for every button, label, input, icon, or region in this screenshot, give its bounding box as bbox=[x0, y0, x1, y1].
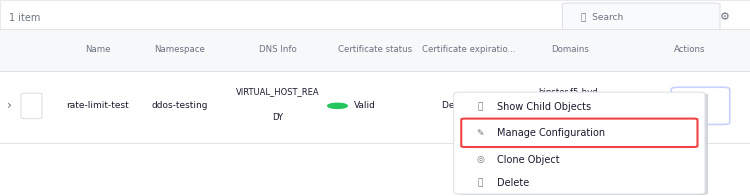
Text: DNS Info: DNS Info bbox=[259, 45, 296, 54]
Text: Name: Name bbox=[85, 45, 110, 54]
Text: Namespace: Namespace bbox=[154, 45, 206, 54]
Circle shape bbox=[328, 103, 347, 108]
Text: Domains: Domains bbox=[551, 45, 589, 54]
Text: ddos-testing: ddos-testing bbox=[152, 101, 208, 110]
Text: ···: ··· bbox=[693, 99, 708, 112]
Text: Delete: Delete bbox=[497, 178, 530, 188]
Text: Show Child Objects: Show Child Objects bbox=[497, 102, 591, 112]
Text: Manage Configuration: Manage Configuration bbox=[497, 128, 605, 138]
FancyBboxPatch shape bbox=[671, 87, 730, 124]
Text: Valid: Valid bbox=[354, 101, 376, 110]
Text: demo.com: demo.com bbox=[548, 113, 592, 122]
Text: hipstor.f5-hyd-: hipstor.f5-hyd- bbox=[538, 88, 602, 97]
FancyBboxPatch shape bbox=[0, 0, 750, 29]
Text: VIRTUAL_HOST_REA: VIRTUAL_HOST_REA bbox=[236, 88, 320, 97]
Text: ›: › bbox=[7, 99, 11, 112]
Text: 🗑: 🗑 bbox=[477, 179, 483, 188]
Text: rate-limit-test: rate-limit-test bbox=[66, 101, 129, 110]
Text: Certificate expiratio...: Certificate expiratio... bbox=[422, 45, 515, 54]
Text: Certificate status: Certificate status bbox=[338, 45, 412, 54]
FancyBboxPatch shape bbox=[562, 3, 720, 30]
FancyBboxPatch shape bbox=[454, 92, 705, 194]
Text: 🔍  Search: 🔍 Search bbox=[581, 12, 623, 21]
Text: Actions: Actions bbox=[674, 45, 706, 54]
FancyBboxPatch shape bbox=[21, 93, 42, 119]
Text: ✎: ✎ bbox=[476, 129, 484, 138]
Text: ⚙: ⚙ bbox=[720, 12, 730, 22]
Text: DY: DY bbox=[272, 113, 283, 122]
Text: ◎: ◎ bbox=[476, 155, 484, 164]
Text: Clone Object: Clone Object bbox=[497, 155, 560, 165]
FancyBboxPatch shape bbox=[457, 93, 708, 195]
FancyBboxPatch shape bbox=[461, 119, 698, 147]
Text: 1 item: 1 item bbox=[9, 13, 40, 23]
Text: Dec 1, 2022: Dec 1, 2022 bbox=[442, 101, 496, 110]
FancyBboxPatch shape bbox=[0, 29, 750, 71]
Text: ⓘ: ⓘ bbox=[477, 102, 483, 111]
